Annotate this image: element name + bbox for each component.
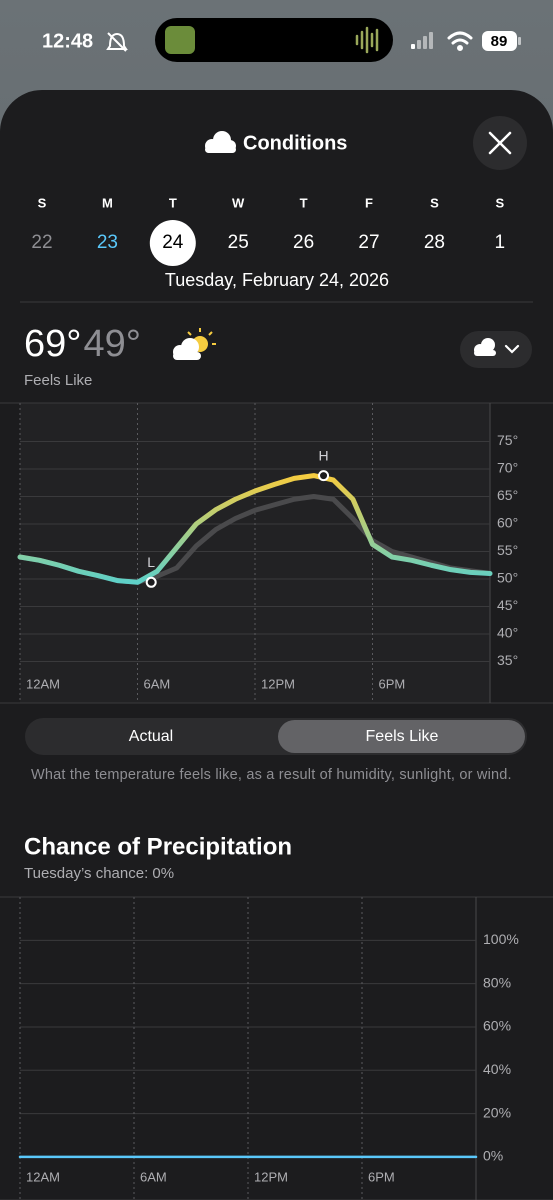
series-line [17, 473, 493, 585]
y-tick-label: 45° [497, 597, 518, 613]
weekday-letter: S [38, 195, 47, 210]
partly-sunny-icon [173, 328, 216, 360]
selected-day [149, 220, 196, 266]
battery-level: 89 [491, 33, 508, 50]
silent-icon [106, 32, 128, 52]
battery [482, 31, 517, 51]
selected-date: Tuesday, February 24, 2026 [165, 270, 389, 290]
x-tick-label: 6AM [144, 676, 171, 691]
x-tick-label: 12AM [26, 1169, 60, 1184]
day-number: 22 [31, 232, 52, 253]
segment-label[interactable]: Feels Like [366, 728, 439, 745]
weekday-letter: F [365, 195, 373, 210]
weekday-letter: M [102, 195, 113, 210]
x-tick-label: 6PM [379, 676, 406, 691]
y-tick-label: 75° [497, 432, 518, 448]
y-tick-label: 50° [497, 570, 518, 586]
x-tick-label: 6AM [140, 1169, 167, 1184]
y-tick-label: 80% [483, 974, 511, 990]
chevron [504, 344, 520, 354]
day-number: 24 [162, 232, 184, 253]
extreme-dot [145, 576, 157, 588]
y-tick-label: 35° [497, 652, 518, 668]
section-title: Chance of Precipitation [24, 833, 292, 860]
segment-label[interactable]: Actual [129, 728, 173, 745]
section-subtitle: Tuesday’s chance: 0% [24, 865, 174, 882]
y-tick-label: 100% [483, 931, 519, 947]
extreme-label: L [147, 554, 155, 570]
day-number: 23 [97, 232, 118, 253]
y-tick-label: 55° [497, 542, 518, 558]
battery-tip [518, 37, 521, 45]
day-number: 28 [424, 232, 445, 253]
y-tick-label: 60° [497, 515, 518, 531]
dynamic-island [155, 18, 393, 62]
x-tick-label: 12AM [26, 676, 60, 691]
high-temp: 69° [24, 323, 81, 365]
description: What the temperature feels like, as a re… [31, 767, 512, 783]
day-number: 27 [358, 232, 379, 253]
weekday-letter: W [232, 195, 245, 210]
x-tick-label: 12PM [261, 676, 295, 691]
time: 12:48 [42, 30, 93, 52]
extreme-label: H [318, 447, 328, 463]
signal-icon [411, 32, 433, 49]
close-icon [488, 131, 512, 155]
segment-selected [278, 720, 525, 753]
wifi-icon [447, 31, 473, 51]
y-tick-label: 70° [497, 460, 518, 476]
low-temp: 49° [83, 323, 140, 365]
condition-menu[interactable] [460, 331, 532, 368]
y-tick-label: 60% [483, 1018, 511, 1034]
day-number: 26 [293, 232, 314, 253]
weekday-letter: S [430, 195, 439, 210]
y-tick-label: 20% [483, 1104, 511, 1120]
extreme-dot [318, 470, 330, 482]
app-artwork [165, 26, 195, 54]
y-tick-label: 40% [483, 1061, 511, 1077]
x-tick-label: 6PM [368, 1169, 395, 1184]
menu-cloud-icon [474, 338, 496, 356]
header-title: Conditions [243, 132, 347, 154]
y-tick-label: 65° [497, 487, 518, 503]
y-tick-label: 40° [497, 625, 518, 641]
summary-caption: Feels Like [24, 372, 92, 389]
weekday-letter: T [169, 195, 177, 210]
day-number: 1 [495, 232, 506, 253]
cloud-icon [205, 131, 236, 153]
weekday-letter: T [300, 195, 308, 210]
weekday-letter: S [495, 195, 504, 210]
waveform [355, 26, 379, 54]
y-tick-label: 0% [483, 1148, 503, 1164]
x-tick-label: 12PM [254, 1169, 288, 1184]
day-number: 25 [228, 232, 249, 253]
